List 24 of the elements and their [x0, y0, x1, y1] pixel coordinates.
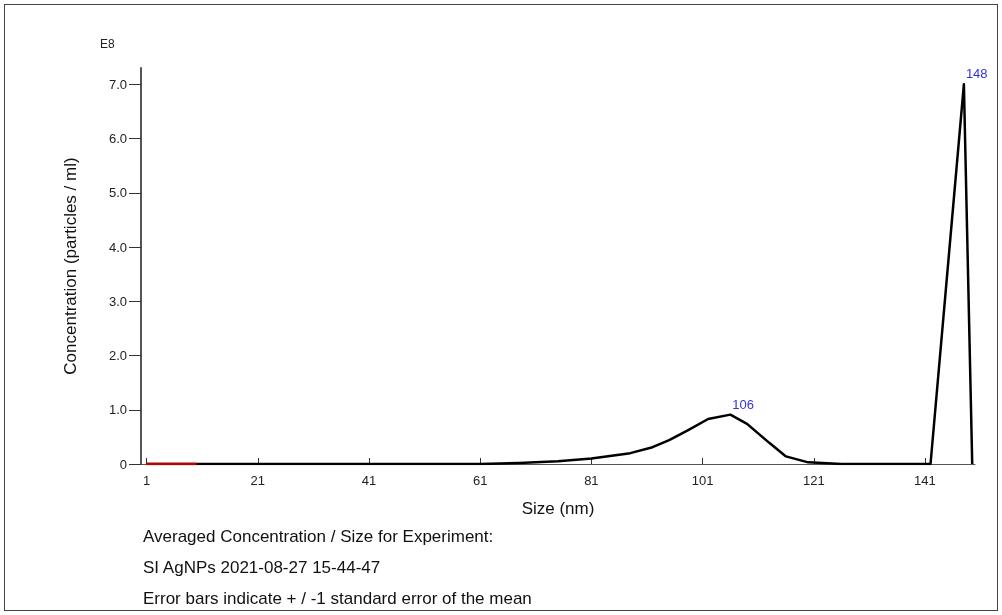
- x-tick-label: 141: [914, 473, 936, 488]
- x-tick-label: 121: [802, 473, 825, 488]
- x-axis-title: Size (nm): [521, 499, 595, 518]
- y-tick-label: 5.0: [108, 185, 127, 201]
- text: SI AgNPs 2021-08-27 15-44-47: [143, 558, 381, 577]
- x-tick-label: 61: [472, 473, 488, 488]
- text: Error bars indicate + / -1 standard error of the mean: [143, 589, 532, 608]
- y-axis-title: Concentration (particles / ml): [61, 157, 80, 375]
- annotation: 148: [965, 66, 988, 82]
- text: Averaged Concentration / Size for Experiment:: [143, 527, 494, 546]
- y-tick-label: 2.0: [108, 348, 127, 364]
- x-tick-label: 41: [361, 473, 377, 488]
- y-tick-label: 4.0: [108, 239, 127, 255]
- y-tick-label: 3.0: [108, 293, 127, 309]
- x-tick-label: 81: [584, 473, 599, 488]
- y-tick-label: 7.0: [108, 76, 127, 92]
- y-tick-label: 6.0: [108, 131, 127, 147]
- x-tick-label: 101: [691, 473, 714, 488]
- annotation: 106: [732, 396, 755, 412]
- y-tick-label: 0: [119, 456, 127, 472]
- y-tick-label: 1.0: [108, 402, 127, 418]
- x-tick-label: 21: [250, 473, 265, 488]
- text: E8: [100, 37, 115, 51]
- x-tick-label: 1: [142, 473, 151, 488]
